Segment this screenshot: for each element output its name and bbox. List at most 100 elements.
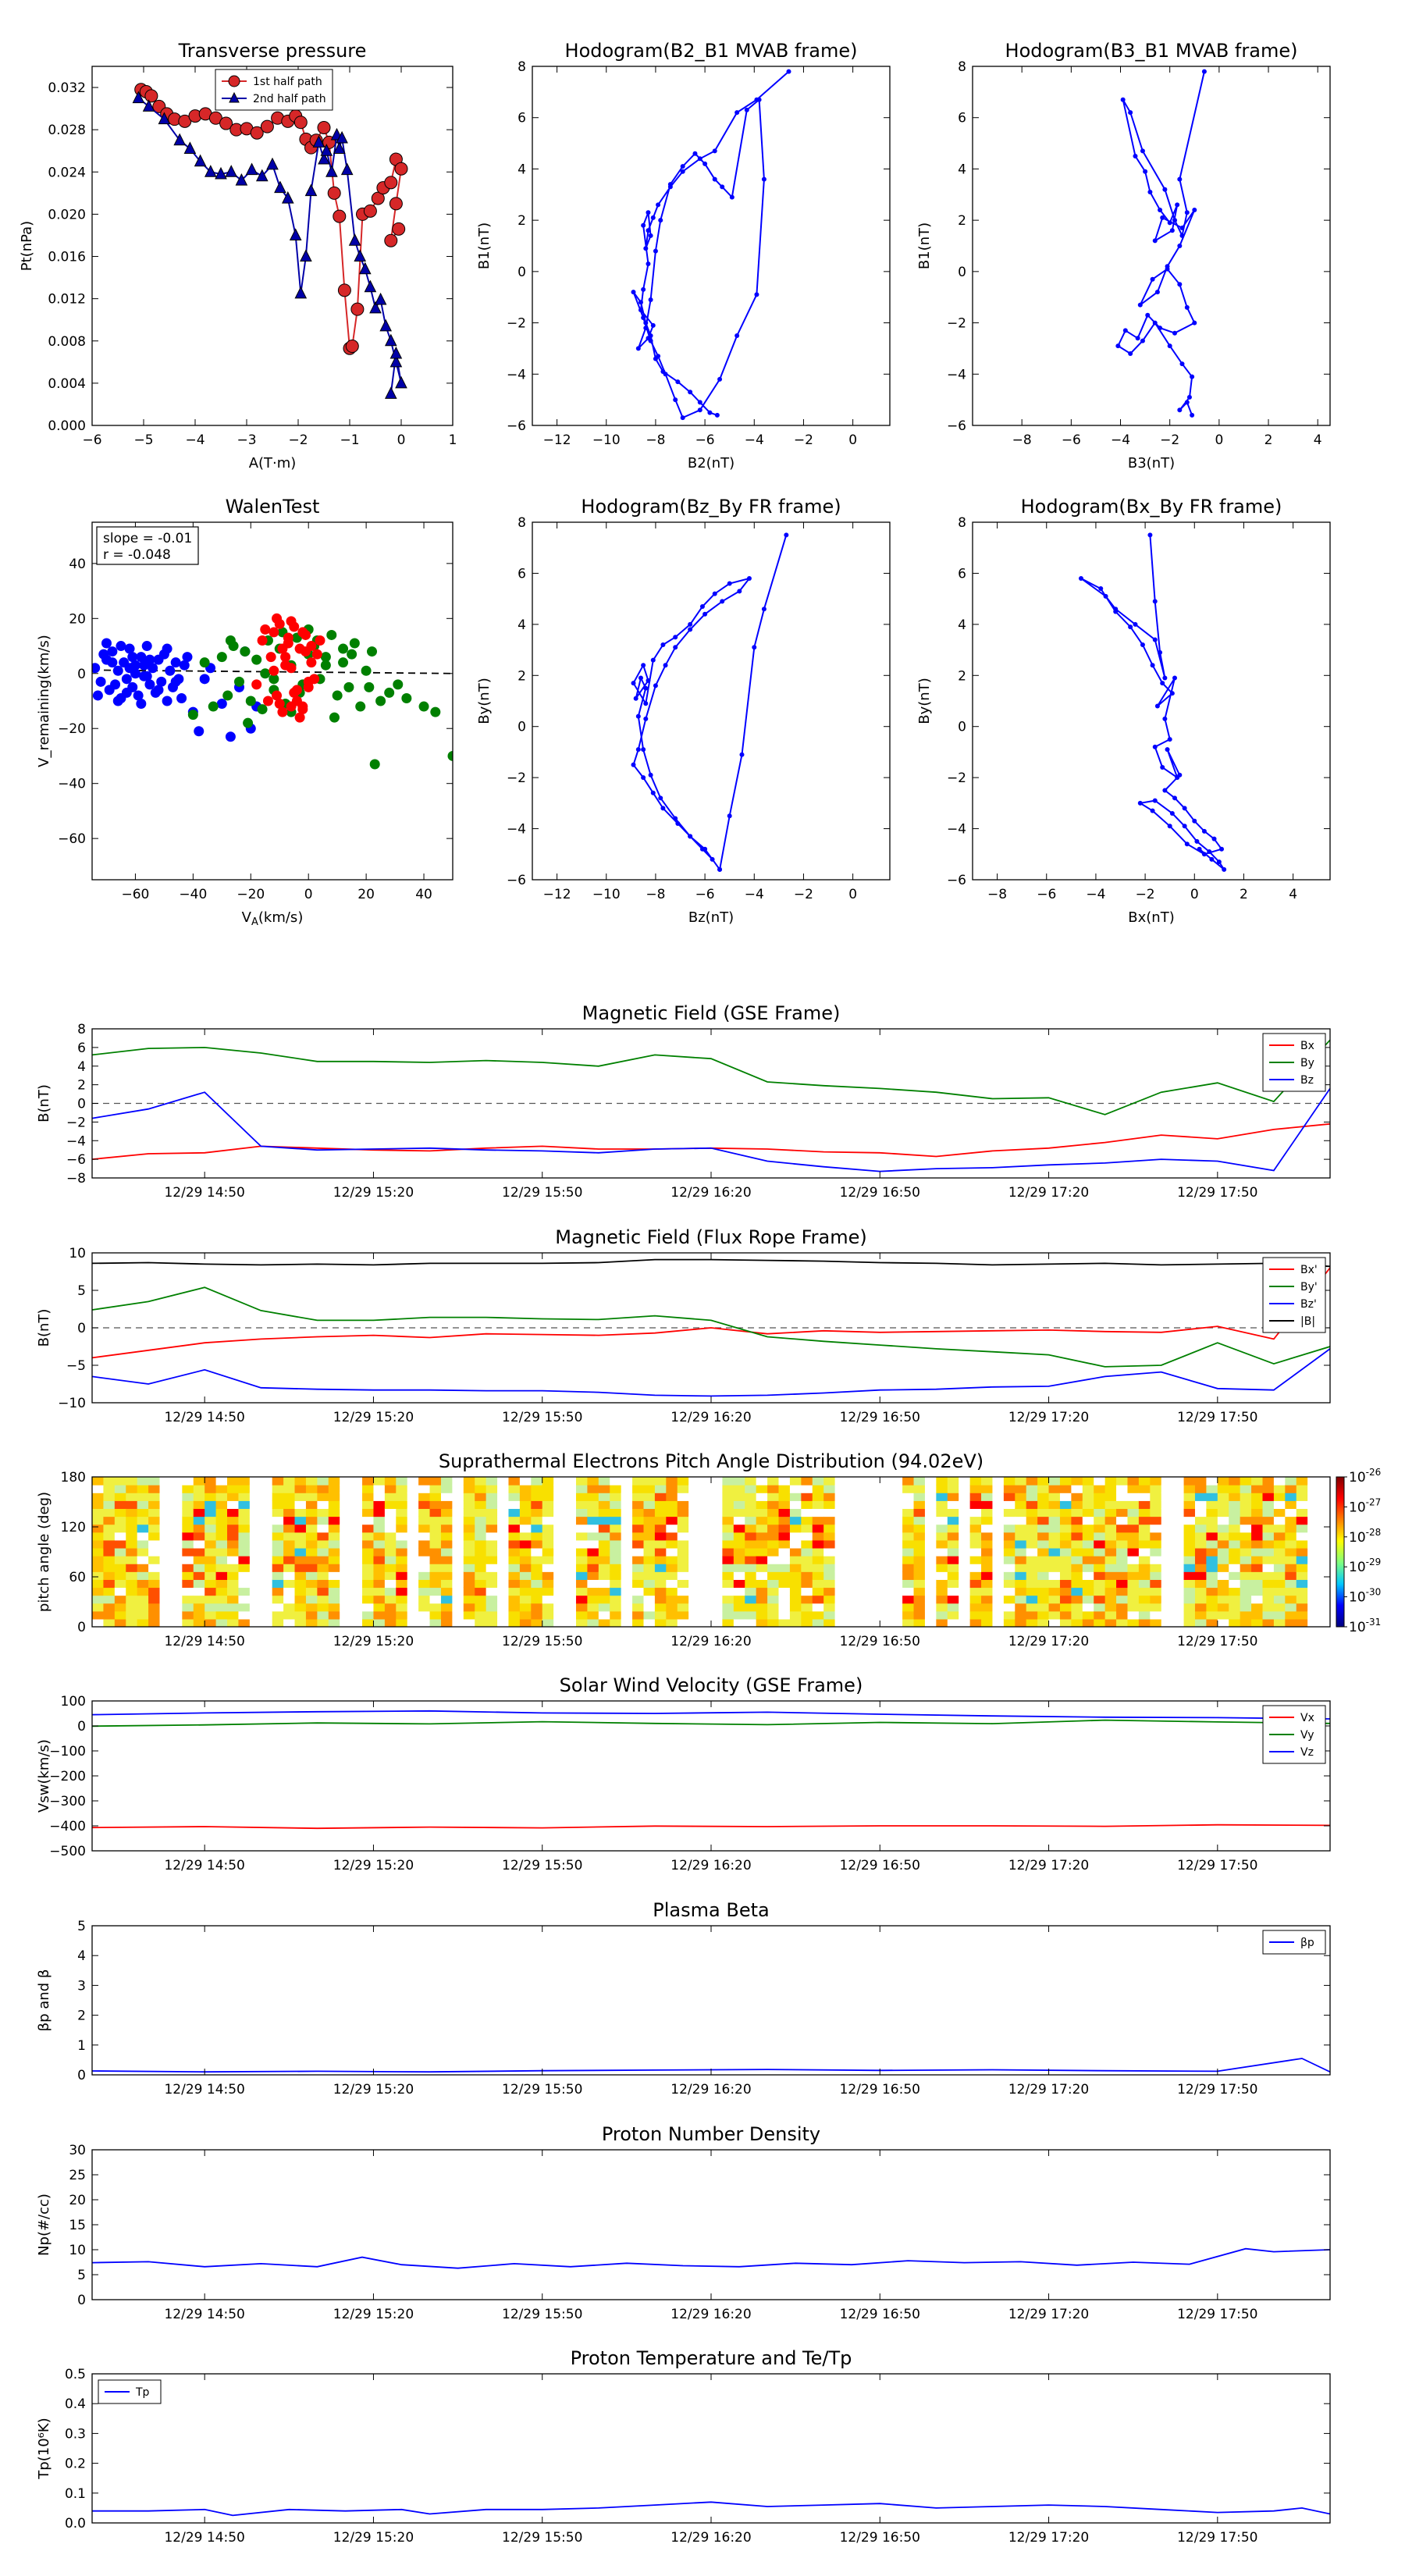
heatmap-cell: [553, 1556, 566, 1564]
x-tick-label: 12/29 17:20: [1008, 2082, 1089, 2097]
heatmap-cell: [947, 1500, 959, 1510]
heatmap-cell: [1229, 1500, 1241, 1510]
y-tick-label: −2: [947, 316, 966, 332]
heatmap-cell: [992, 1587, 1005, 1596]
legend-label: 2nd half path: [253, 93, 326, 105]
line-series--b-: [92, 1258, 1330, 1268]
heatmap-cell: [846, 1556, 859, 1564]
heatmap-cell: [789, 1477, 802, 1485]
heatmap-cell: [1229, 1508, 1241, 1517]
heatmap-cell: [294, 1610, 307, 1620]
heatmap-cell: [745, 1618, 757, 1627]
heatmap-cell: [362, 1595, 375, 1604]
heatmap-cell: [1206, 1571, 1218, 1580]
heatmap-cell: [1015, 1485, 1027, 1493]
heatmap-cell: [610, 1547, 622, 1557]
heatmap-cell: [857, 1547, 870, 1557]
chart-title: Transverse pressure: [178, 40, 367, 62]
heatmap-cell: [564, 1532, 577, 1541]
scatter-point: [162, 696, 173, 706]
heatmap-cell: [643, 1564, 656, 1572]
heatmap-cell: [688, 1571, 701, 1580]
heatmap-cell: [913, 1556, 926, 1564]
heatmap-cell: [834, 1532, 847, 1541]
heatmap-cell: [463, 1539, 475, 1549]
heatmap-cell: [396, 1587, 408, 1596]
heatmap-cell: [654, 1485, 667, 1493]
heatmap-cell: [373, 1508, 386, 1517]
heatmap-cell: [981, 1571, 994, 1580]
heatmap-cell: [857, 1603, 870, 1612]
heatmap-cell: [834, 1556, 847, 1564]
fit-text: r = -0.048: [103, 547, 171, 563]
heatmap-cell: [1262, 1493, 1275, 1501]
heatmap-cell: [148, 1579, 161, 1589]
heatmap-cell: [1071, 1516, 1083, 1525]
marker-point: [1140, 148, 1145, 154]
heatmap-cell: [1048, 1618, 1061, 1627]
heatmap-cell: [294, 1618, 307, 1627]
scatter-point: [133, 690, 144, 701]
heatmap-cell: [1048, 1556, 1061, 1564]
heatmap-cell: [305, 1595, 318, 1604]
heatmap-cell: [1229, 1547, 1241, 1557]
heatmap-cell: [677, 1516, 689, 1525]
heatmap-cell: [283, 1516, 296, 1525]
heatmap-cell: [981, 1595, 994, 1604]
heatmap-cell: [610, 1485, 622, 1493]
heatmap-cell: [1251, 1516, 1264, 1525]
heatmap-cell: [317, 1564, 329, 1572]
y-tick-label: 100: [61, 1694, 86, 1710]
heatmap-cell: [936, 1524, 948, 1533]
x-tick-label: −6: [1037, 887, 1056, 902]
heatmap-cell: [463, 1556, 475, 1564]
heatmap-cell: [440, 1571, 453, 1580]
heatmap-cell: [384, 1595, 397, 1604]
y-tick-label: 0: [77, 667, 86, 682]
heatmap-cell: [553, 1493, 566, 1501]
heatmap-cell: [452, 1564, 464, 1572]
heatmap-cell: [722, 1579, 735, 1589]
heatmap-cell: [1206, 1539, 1218, 1549]
heatmap-cell: [745, 1485, 757, 1493]
colorbar-tick-label: 10-29: [1349, 1557, 1381, 1575]
heatmap-cell: [992, 1547, 1005, 1557]
chart-magnetic_field_fr: Magnetic Field (Flux Rope Frame)12/29 14…: [36, 1226, 1331, 1425]
heatmap-cell: [1206, 1618, 1218, 1627]
heatmap-cell: [519, 1595, 532, 1604]
heatmap-cell: [486, 1524, 498, 1533]
heatmap-cell: [1285, 1500, 1297, 1510]
scatter-point: [139, 660, 150, 671]
heatmap-cell: [654, 1547, 667, 1557]
heatmap-cell: [1206, 1579, 1218, 1589]
heatmap-cell: [1240, 1556, 1252, 1564]
heatmap-cell: [170, 1610, 183, 1620]
heatmap-cell: [249, 1603, 261, 1612]
heatmap-cell: [519, 1556, 532, 1564]
marker-point: [1152, 238, 1158, 244]
heatmap-cell: [677, 1556, 689, 1564]
heatmap-cell: [981, 1477, 994, 1485]
y-tick-label: 0.028: [48, 123, 86, 138]
heatmap-cell: [1026, 1618, 1038, 1627]
heatmap-cell: [789, 1610, 802, 1620]
heatmap-cell: [384, 1508, 397, 1517]
heatmap-cell: [1262, 1564, 1275, 1572]
heatmap-cell: [328, 1485, 340, 1493]
heatmap-cell: [1183, 1524, 1196, 1533]
scatter-point: [92, 690, 103, 701]
heatmap-cell: [936, 1547, 948, 1557]
heatmap-cell: [283, 1485, 296, 1493]
heatmap-cell: [148, 1610, 161, 1620]
heatmap-cell: [418, 1587, 431, 1596]
heatmap-cell: [1094, 1508, 1106, 1517]
heatmap-cell: [1026, 1603, 1038, 1612]
heatmap-cell: [305, 1477, 318, 1485]
heatmap-cell: [373, 1539, 386, 1549]
heatmap-cell: [227, 1564, 240, 1572]
marker-point: [643, 320, 649, 326]
legend-label: By: [1300, 1057, 1314, 1069]
heatmap-cell: [801, 1603, 813, 1612]
y-tick-label: 120: [61, 1520, 86, 1535]
x-tick-label: 12/29 16:20: [670, 2307, 751, 2322]
